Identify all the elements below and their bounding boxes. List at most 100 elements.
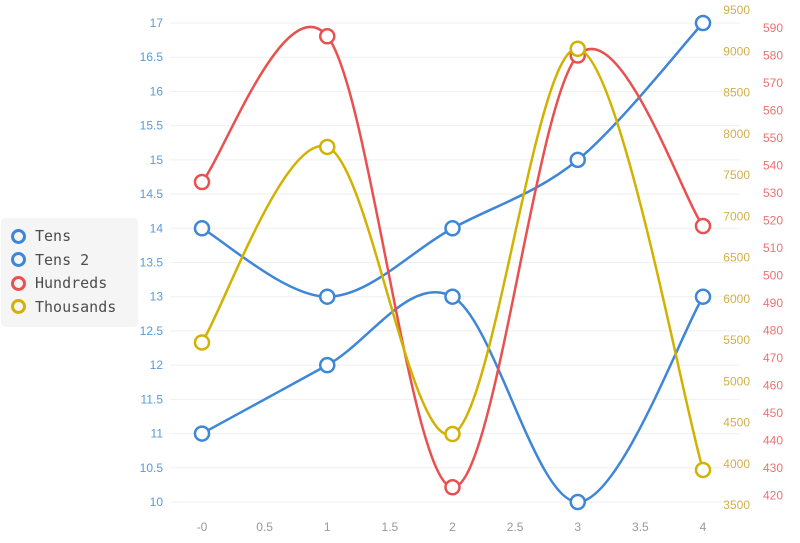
axis-tick-label: 6000 <box>723 292 750 306</box>
axis-tick-label: 13.5 <box>140 256 164 270</box>
series-tens-2-marker[interactable] <box>193 220 211 237</box>
axis-tick-label: 15 <box>150 153 164 167</box>
series-tens-marker[interactable] <box>319 356 336 374</box>
series-tens-2-marker[interactable] <box>444 220 461 237</box>
series-tens-marker[interactable] <box>694 288 712 305</box>
axis-tick-label: 14.5 <box>140 187 164 201</box>
series-thousands-marker[interactable] <box>444 425 461 443</box>
axis-tick-label: 480 <box>763 324 783 338</box>
axis-tick-label: 460 <box>763 379 783 393</box>
axis-tick-label: 420 <box>763 489 783 503</box>
series-hundreds-marker[interactable] <box>193 173 211 191</box>
series-tens-line <box>200 290 705 504</box>
axis-tick-label: 9000 <box>723 44 750 58</box>
axis-tick-label: 520 <box>763 214 783 228</box>
series-hundreds <box>193 25 712 496</box>
axis-tick-label: 510 <box>763 241 783 255</box>
legend-item-hundreds[interactable]: Hundreds <box>11 275 130 292</box>
series-thousands-marker[interactable] <box>193 334 211 351</box>
axis-tick-label: 440 <box>763 434 783 448</box>
axis-tick-label: 12 <box>150 358 164 372</box>
x-axis-tick-label: 3.5 <box>632 520 649 534</box>
series-hundreds-marker[interactable] <box>319 28 336 45</box>
axis-tick-label: 11 <box>151 427 164 441</box>
x-axis-tick-label: -0 <box>197 520 208 534</box>
legend-label: Hundreds <box>35 274 108 292</box>
right-axis-hundreds-labels: 420 430 440 450 460 470 480 490 500 510 520 530 540 5… <box>763 21 783 503</box>
axis-tick-label: 500 <box>763 269 783 283</box>
series-tens-2-marker[interactable] <box>694 14 712 32</box>
x-axis-labels: -0 0.5 1 1.5 2 2.5 3 3.5 4 <box>197 520 707 534</box>
series-tens <box>193 288 712 511</box>
series-hundreds-line <box>200 25 705 489</box>
axis-tick-label: 7500 <box>723 168 750 182</box>
axis-tick-label: 3500 <box>723 498 750 512</box>
x-axis-tick-label: 3 <box>574 520 581 534</box>
series-tens-marker[interactable] <box>569 493 586 511</box>
axis-tick-label: 14 <box>150 221 164 235</box>
series-thousands-line <box>200 47 705 472</box>
right-axis-thousands-labels: 3500 4000 4500 5000 5500 6000 6500 7000 7500 8000… <box>723 3 750 512</box>
series-tens-2 <box>193 14 712 305</box>
left-axis-tens-labels: 10 10.5 11 11.5 12 12.5 13 13.5 14 14.5 15 15.5 16 16… <box>140 16 164 509</box>
series-tens-marker[interactable] <box>193 425 211 442</box>
axis-tick-label: 570 <box>763 76 783 90</box>
axis-tick-label: 430 <box>763 461 783 475</box>
legend-item-thousands[interactable]: Thousands <box>11 297 130 316</box>
series-hundreds-marker[interactable] <box>444 479 461 496</box>
series-thousands-marker[interactable] <box>569 40 586 58</box>
legend-marker-icon <box>11 299 26 315</box>
axis-tick-label: 4000 <box>723 457 750 471</box>
axis-tick-label: 590 <box>763 21 783 35</box>
x-axis-tick-label: 0.5 <box>256 520 273 534</box>
axis-tick-label: 10.5 <box>140 461 164 475</box>
axis-tick-label: 17 <box>150 16 164 30</box>
chart-legend: Tens Tens 2 Hundreds Thousands <box>1 218 138 327</box>
axis-tick-label: 5500 <box>723 333 750 347</box>
axis-tick-label: 540 <box>763 159 783 173</box>
axis-tick-label: 6500 <box>723 251 750 265</box>
axis-tick-label: 580 <box>763 49 783 63</box>
axis-tick-label: 7000 <box>723 209 750 223</box>
series-thousands-marker[interactable] <box>319 138 336 156</box>
legend-marker-icon <box>11 252 26 268</box>
series-thousands-marker[interactable] <box>694 461 712 479</box>
axis-tick-label: 4500 <box>723 416 750 430</box>
series-thousands <box>193 40 712 479</box>
axis-tick-label: 8000 <box>723 127 750 141</box>
axis-tick-label: 16.5 <box>140 50 164 64</box>
axis-tick-label: 550 <box>763 131 783 145</box>
series-tens-2-marker[interactable] <box>569 151 586 169</box>
axis-tick-label: 450 <box>763 406 783 420</box>
x-axis-tick-label: 4 <box>700 520 707 534</box>
legend-marker-icon <box>11 275 26 291</box>
axis-tick-label: 490 <box>763 296 783 310</box>
legend-item-tens[interactable]: Tens <box>11 228 130 245</box>
series-tens-2-marker[interactable] <box>319 288 336 305</box>
legend-label: Thousands <box>35 297 117 316</box>
axis-tick-label: 560 <box>763 104 783 118</box>
axis-tick-label: 530 <box>763 186 783 200</box>
axis-tick-label: 11.5 <box>141 392 164 406</box>
series-tens-marker[interactable] <box>444 288 461 305</box>
x-axis-tick-label: 1.5 <box>382 520 399 534</box>
axis-tick-label: 15.5 <box>140 119 164 133</box>
x-axis-tick-label: 1 <box>324 520 331 534</box>
x-axis-tick-label: 2 <box>449 520 456 534</box>
axis-tick-label: 5000 <box>723 374 750 388</box>
legend-label: Tens 2 <box>35 250 90 269</box>
legend-item-tens-2[interactable]: Tens 2 <box>11 250 130 269</box>
axis-tick-label: 9500 <box>723 3 750 17</box>
axis-tick-label: 10 <box>150 495 164 509</box>
series-hundreds-marker[interactable] <box>694 217 712 235</box>
axis-tick-label: 470 <box>763 351 783 365</box>
axis-tick-label: 16 <box>150 84 164 98</box>
axis-tick-label: 13 <box>150 290 164 304</box>
x-axis-tick-label: 2.5 <box>507 520 524 534</box>
axis-tick-label: 8500 <box>723 86 750 100</box>
axis-tick-label: 12.5 <box>140 324 164 338</box>
legend-marker-icon <box>11 228 26 244</box>
legend-label: Tens <box>35 227 72 245</box>
